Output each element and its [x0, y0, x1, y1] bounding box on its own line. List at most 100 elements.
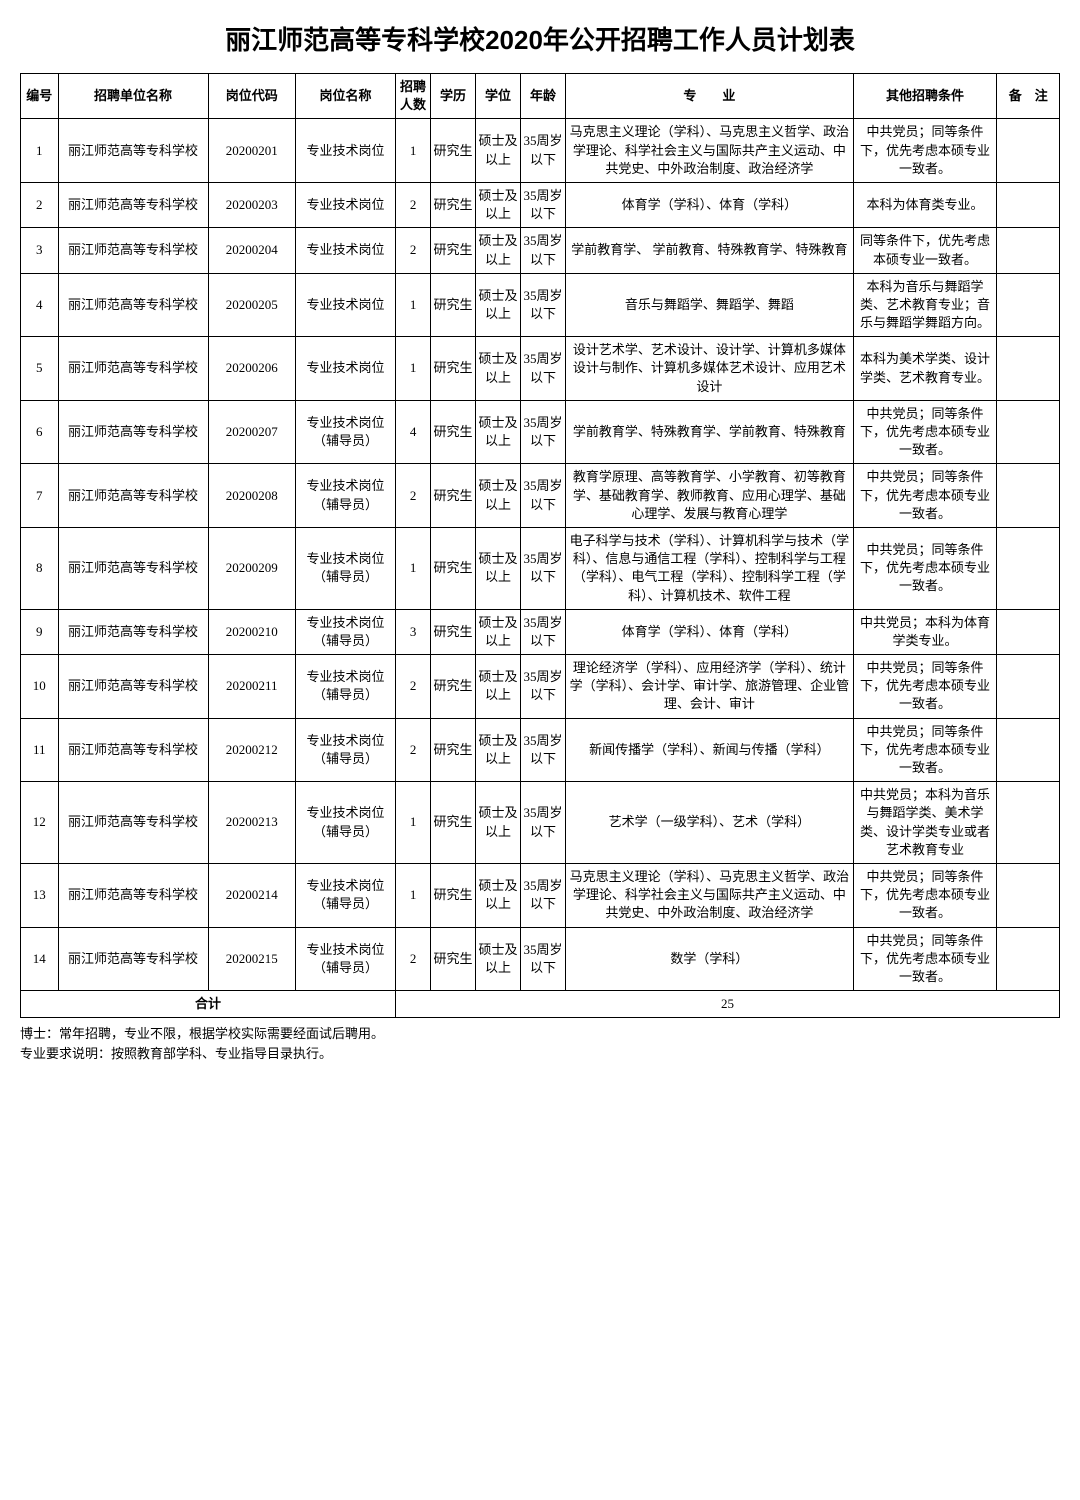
cell-pos: 专业技术岗位（辅导员） — [296, 609, 396, 654]
cell-idx: 4 — [21, 273, 59, 337]
cell-major: 新闻传播学（学科）、新闻与传播（学科） — [566, 718, 854, 782]
cell-unit: 丽江师范高等专科学校 — [58, 228, 208, 273]
cell-unit: 丽江师范高等专科学校 — [58, 400, 208, 464]
cell-other: 中共党员；同等条件下，优先考虑本硕专业一致者。 — [853, 527, 997, 609]
cell-code: 20200204 — [208, 228, 296, 273]
cell-edu: 研究生 — [431, 863, 476, 927]
cell-age: 35周岁以下 — [521, 228, 566, 273]
cell-other: 本科为体育类专业。 — [853, 182, 997, 227]
cell-code: 20200210 — [208, 609, 296, 654]
cell-unit: 丽江师范高等专科学校 — [58, 337, 208, 401]
cell-pos: 专业技术岗位（辅导员） — [296, 655, 396, 719]
cell-count: 2 — [396, 464, 431, 528]
cell-major: 马克思主义理论（学科）、马克思主义哲学、政治学理论、科学社会主义与国际共产主义运… — [566, 119, 854, 183]
cell-age: 35周岁以下 — [521, 464, 566, 528]
cell-count: 1 — [396, 782, 431, 864]
footer-line-1: 博士：常年招聘，专业不限，根据学校实际需要经面试后聘用。 — [20, 1024, 1060, 1044]
cell-age: 35周岁以下 — [521, 400, 566, 464]
cell-edu: 研究生 — [431, 609, 476, 654]
table-row: 1丽江师范高等专科学校20200201专业技术岗位1研究生硕士及以上35周岁以下… — [21, 119, 1060, 183]
cell-edu: 研究生 — [431, 400, 476, 464]
cell-degree: 硕士及以上 — [476, 273, 521, 337]
cell-note — [997, 927, 1060, 991]
cell-code: 20200209 — [208, 527, 296, 609]
cell-degree: 硕士及以上 — [476, 464, 521, 528]
cell-other: 中共党员；同等条件下，优先考虑本硕专业一致者。 — [853, 927, 997, 991]
cell-unit: 丽江师范高等专科学校 — [58, 464, 208, 528]
col-header-degree: 学位 — [476, 74, 521, 119]
cell-count: 1 — [396, 337, 431, 401]
cell-age: 35周岁以下 — [521, 927, 566, 991]
cell-age: 35周岁以下 — [521, 273, 566, 337]
table-row: 10丽江师范高等专科学校20200211专业技术岗位（辅导员）2研究生硕士及以上… — [21, 655, 1060, 719]
cell-age: 35周岁以下 — [521, 119, 566, 183]
cell-other: 中共党员；同等条件下，优先考虑本硕专业一致者。 — [853, 400, 997, 464]
cell-idx: 3 — [21, 228, 59, 273]
table-body: 1丽江师范高等专科学校20200201专业技术岗位1研究生硕士及以上35周岁以下… — [21, 119, 1060, 991]
cell-major: 体育学（学科）、体育（学科） — [566, 182, 854, 227]
cell-count: 2 — [396, 655, 431, 719]
cell-major: 音乐与舞蹈学、舞蹈学、舞蹈 — [566, 273, 854, 337]
cell-note — [997, 782, 1060, 864]
cell-pos: 专业技术岗位（辅导员） — [296, 927, 396, 991]
cell-code: 20200215 — [208, 927, 296, 991]
cell-degree: 硕士及以上 — [476, 927, 521, 991]
cell-idx: 9 — [21, 609, 59, 654]
cell-code: 20200208 — [208, 464, 296, 528]
cell-note — [997, 182, 1060, 227]
cell-unit: 丽江师范高等专科学校 — [58, 863, 208, 927]
cell-major: 学前教育学、特殊教育学、学前教育、特殊教育 — [566, 400, 854, 464]
table-row: 12丽江师范高等专科学校20200213专业技术岗位（辅导员）1研究生硕士及以上… — [21, 782, 1060, 864]
col-header-count: 招聘人数 — [396, 74, 431, 119]
cell-unit: 丽江师范高等专科学校 — [58, 782, 208, 864]
cell-count: 2 — [396, 718, 431, 782]
cell-other: 本科为音乐与舞蹈学类、艺术教育专业；音乐与舞蹈学舞蹈方向。 — [853, 273, 997, 337]
cell-edu: 研究生 — [431, 655, 476, 719]
table-header-row: 编号 招聘单位名称 岗位代码 岗位名称 招聘人数 学历 学位 年龄 专 业 其他… — [21, 74, 1060, 119]
cell-unit: 丽江师范高等专科学校 — [58, 718, 208, 782]
cell-edu: 研究生 — [431, 273, 476, 337]
table-row: 9丽江师范高等专科学校20200210专业技术岗位（辅导员）3研究生硕士及以上3… — [21, 609, 1060, 654]
cell-note — [997, 863, 1060, 927]
cell-pos: 专业技术岗位（辅导员） — [296, 782, 396, 864]
cell-note — [997, 119, 1060, 183]
cell-edu: 研究生 — [431, 927, 476, 991]
cell-age: 35周岁以下 — [521, 782, 566, 864]
cell-degree: 硕士及以上 — [476, 863, 521, 927]
cell-unit: 丽江师范高等专科学校 — [58, 927, 208, 991]
cell-count: 4 — [396, 400, 431, 464]
cell-idx: 6 — [21, 400, 59, 464]
col-header-code: 岗位代码 — [208, 74, 296, 119]
cell-edu: 研究生 — [431, 119, 476, 183]
col-header-other: 其他招聘条件 — [853, 74, 997, 119]
cell-degree: 硕士及以上 — [476, 782, 521, 864]
cell-count: 1 — [396, 527, 431, 609]
cell-pos: 专业技术岗位（辅导员） — [296, 527, 396, 609]
cell-age: 35周岁以下 — [521, 182, 566, 227]
cell-degree: 硕士及以上 — [476, 400, 521, 464]
cell-code: 20200203 — [208, 182, 296, 227]
cell-age: 35周岁以下 — [521, 718, 566, 782]
cell-pos: 专业技术岗位 — [296, 337, 396, 401]
cell-count: 3 — [396, 609, 431, 654]
cell-degree: 硕士及以上 — [476, 527, 521, 609]
cell-edu: 研究生 — [431, 718, 476, 782]
cell-pos: 专业技术岗位 — [296, 182, 396, 227]
cell-code: 20200201 — [208, 119, 296, 183]
cell-idx: 1 — [21, 119, 59, 183]
table-row: 7丽江师范高等专科学校20200208专业技术岗位（辅导员）2研究生硕士及以上3… — [21, 464, 1060, 528]
col-header-age: 年龄 — [521, 74, 566, 119]
cell-note — [997, 718, 1060, 782]
cell-note — [997, 337, 1060, 401]
cell-unit: 丽江师范高等专科学校 — [58, 119, 208, 183]
table-row: 3丽江师范高等专科学校20200204专业技术岗位2研究生硕士及以上35周岁以下… — [21, 228, 1060, 273]
table-row: 8丽江师范高等专科学校20200209专业技术岗位（辅导员）1研究生硕士及以上3… — [21, 527, 1060, 609]
cell-age: 35周岁以下 — [521, 609, 566, 654]
cell-unit: 丽江师范高等专科学校 — [58, 609, 208, 654]
table-row: 6丽江师范高等专科学校20200207专业技术岗位（辅导员）4研究生硕士及以上3… — [21, 400, 1060, 464]
cell-major: 体育学（学科）、体育（学科） — [566, 609, 854, 654]
cell-age: 35周岁以下 — [521, 863, 566, 927]
table-row: 2丽江师范高等专科学校20200203专业技术岗位2研究生硕士及以上35周岁以下… — [21, 182, 1060, 227]
cell-age: 35周岁以下 — [521, 527, 566, 609]
footer-notes: 博士：常年招聘，专业不限，根据学校实际需要经面试后聘用。 专业要求说明：按照教育… — [20, 1024, 1060, 1063]
